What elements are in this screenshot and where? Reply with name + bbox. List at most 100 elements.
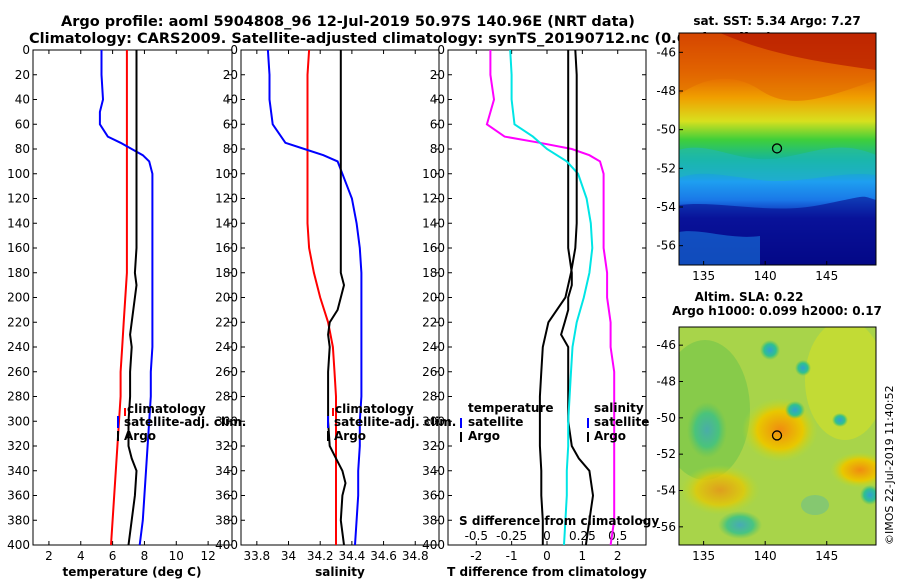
series-argo-line — [327, 50, 347, 545]
x-tick-label: 8 — [141, 549, 149, 563]
depth-tick-label: 300 — [7, 414, 30, 428]
sla-map-frame — [678, 326, 877, 546]
legend-climatology-label: climatology — [127, 402, 206, 416]
depth-tick-label: 180 — [7, 266, 30, 280]
depth-tick-label: 100 — [422, 167, 445, 181]
depth-tick-label: 280 — [215, 390, 238, 404]
depth-tick-label: 360 — [7, 489, 30, 503]
series-salinity-argo-line — [538, 50, 578, 545]
depth-tick-label: 320 — [7, 439, 30, 453]
x-tick-label: 2 — [614, 549, 622, 563]
map-lon-label: 145 — [815, 269, 838, 283]
depth-tick-label: 240 — [215, 340, 238, 354]
depth-tick-label: 300 — [215, 414, 238, 428]
depth-tick-label: 140 — [422, 216, 445, 230]
map-lat-label: -46 — [656, 45, 676, 59]
depth-tick-label: 400 — [422, 538, 445, 552]
depth-tick-label: 180 — [215, 266, 238, 280]
depth-tick-label: 320 — [215, 439, 238, 453]
difference-panel-frame — [447, 49, 647, 546]
depth-tick-label: 40 — [15, 93, 30, 107]
legend-argo-label: Argo — [124, 429, 156, 443]
series-climatology-line — [110, 50, 128, 545]
depth-tick-label: 160 — [215, 241, 238, 255]
depth-tick-label: 120 — [422, 192, 445, 206]
map-lat-label: -56 — [656, 520, 676, 534]
s-diff-tick-label: -0.5 — [465, 529, 488, 543]
depth-tick-label: 320 — [422, 439, 445, 453]
credit-text: ©IMOS 22-Jul-2019 11:40:52 — [883, 385, 896, 545]
s-diff-tick-label: 0.25 — [569, 529, 596, 543]
depth-tick-label: 60 — [430, 117, 445, 131]
depth-tick-label: 300 — [422, 414, 445, 428]
legend-climatology-label: climatology — [335, 402, 414, 416]
series-temperature-argo-line — [560, 50, 595, 545]
depth-tick-label: 0 — [230, 43, 238, 57]
x-tick-label: 1 — [579, 549, 587, 563]
depth-tick-label: 60 — [15, 117, 30, 131]
depth-tick-label: 80 — [223, 142, 238, 156]
map-lat-label: -54 — [656, 484, 676, 498]
x-tick-label: 34.8 — [402, 549, 429, 563]
map-lat-label: -56 — [656, 239, 676, 253]
sst-argo-marker — [771, 143, 783, 154]
depth-tick-label: 180 — [422, 266, 445, 280]
map-lat-label: -48 — [656, 84, 676, 98]
sla-map-subtitle: Argo h1000: 0.099 h2000: 0.17 — [672, 304, 882, 318]
s-diff-tick-label: -0.25 — [496, 529, 527, 543]
x-tick-label: 6 — [109, 549, 117, 563]
map-lon-label: 135 — [692, 269, 715, 283]
depth-tick-label: 0 — [437, 43, 445, 57]
depth-tick-label: 380 — [7, 513, 30, 527]
sst-map-frame — [678, 32, 877, 266]
depth-tick-label: 0 — [22, 43, 30, 57]
sla-map-title: Altim. SLA: 0.22 — [695, 290, 804, 304]
depth-tick-label: 140 — [215, 216, 238, 230]
sst-map-field — [679, 33, 876, 265]
map-lat-label: -50 — [656, 411, 676, 425]
s-diff-tick-label: 0 — [543, 529, 551, 543]
temperature-xlabel: temperature (deg C) — [63, 565, 202, 579]
sla-argo-marker — [771, 430, 783, 441]
depth-tick-label: 20 — [430, 68, 445, 82]
legend-argo-label: Argo — [334, 429, 366, 443]
depth-tick-label: 200 — [215, 291, 238, 305]
depth-tick-label: 360 — [422, 489, 445, 503]
depth-tick-label: 260 — [7, 365, 30, 379]
sst-map-title: sat. SST: 5.34 Argo: 7.27 — [693, 14, 860, 28]
legend-temperature-argo-label: Argo — [468, 429, 500, 443]
x-tick-label: 10 — [169, 549, 184, 563]
map-lat-label: -52 — [656, 447, 676, 461]
legend-satellite-label: satellite-adj. clim. — [124, 415, 246, 429]
legend-salinity-argo-label: Argo — [594, 429, 626, 443]
series-satellite-adj-clim--line — [266, 50, 363, 545]
depth-tick-label: 240 — [422, 340, 445, 354]
depth-tick-label: 60 — [223, 117, 238, 131]
depth-tick-label: 140 — [7, 216, 30, 230]
x-tick-label: 0 — [543, 549, 551, 563]
x-tick-label: 2 — [45, 549, 53, 563]
x-tick-label: -1 — [506, 549, 518, 563]
x-tick-label: 34.2 — [307, 549, 334, 563]
map-lon-label: 140 — [754, 549, 777, 563]
depth-tick-label: 120 — [215, 192, 238, 206]
map-lat-label: -48 — [656, 375, 676, 389]
depth-tick-label: 120 — [7, 192, 30, 206]
map-lat-label: -54 — [656, 200, 676, 214]
map-lat-label: -52 — [656, 161, 676, 175]
figure-title-line2: Climatology: CARS2009. Satellite-adjuste… — [29, 31, 773, 47]
figure-title-line1: Argo profile: aoml 5904808_96 12-Jul-201… — [61, 14, 635, 30]
difference-xlabel: T difference from climatology — [447, 565, 647, 579]
x-tick-label: 34 — [281, 549, 296, 563]
depth-tick-label: 200 — [422, 291, 445, 305]
map-lon-label: 145 — [815, 549, 838, 563]
legend-temperature-title: temperature — [468, 401, 553, 415]
legend-satellite-label: satellite-adj. clim. — [334, 415, 456, 429]
series-layer — [98, 50, 616, 545]
depth-tick-label: 220 — [422, 315, 445, 329]
legend-salinity-satellite-label: satellite — [594, 415, 649, 429]
series-salinity-satellite-line — [509, 50, 594, 545]
depth-tick-label: 280 — [7, 390, 30, 404]
sla-map-axis: 135 140 145 -46 -48 -50 -52 -54 -56 — [656, 338, 838, 563]
